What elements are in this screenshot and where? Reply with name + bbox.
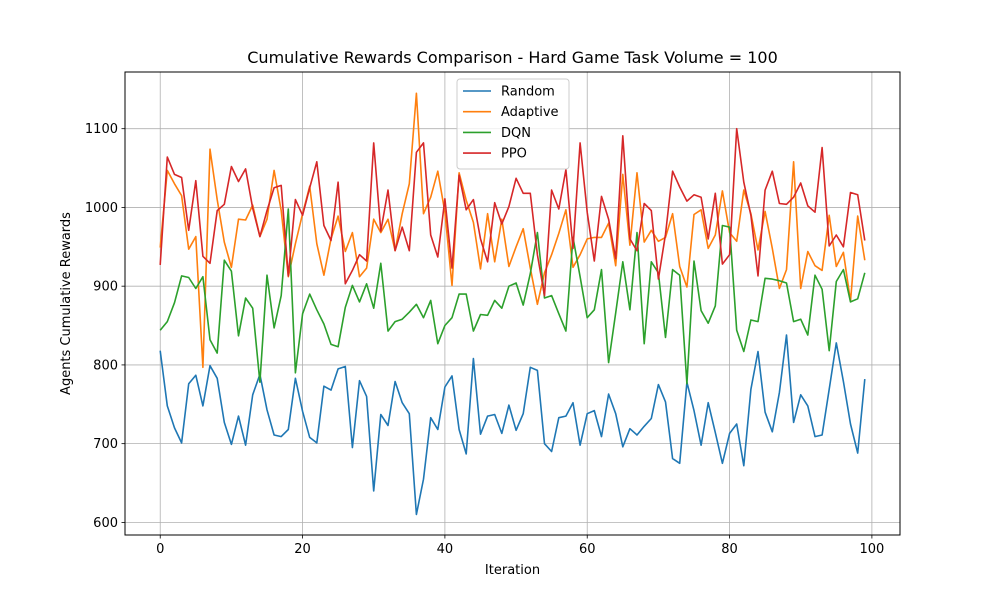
x-axis-label: Iteration (485, 563, 540, 578)
legend-label-dqn: DQN (501, 126, 531, 141)
y-tick-label: 900 (93, 280, 118, 295)
legend-label-random: Random (501, 85, 555, 100)
y-tick-label: 600 (93, 516, 118, 531)
plot-frame (124, 71, 901, 536)
x-tick-label: 20 (294, 542, 311, 557)
series-line-ppo (159, 127, 866, 297)
y-tick-label: 700 (93, 437, 118, 452)
y-tick-label: 1000 (85, 201, 118, 216)
y-tick-label: 1100 (85, 122, 118, 137)
series-lines (159, 92, 866, 516)
series-line-random (159, 334, 866, 516)
legend: Random Adaptive DQN PPO (456, 78, 570, 170)
x-tick-label: 40 (437, 542, 454, 557)
legend-label-adaptive: Adaptive (501, 105, 559, 120)
legend-label-ppo: PPO (501, 147, 527, 162)
series-line-dqn (159, 208, 866, 385)
y-tick-label: 800 (93, 358, 118, 373)
x-tick-label: 80 (721, 542, 738, 557)
x-tick-label: 0 (156, 542, 164, 557)
x-tick-label: 100 (859, 542, 884, 557)
legend-box (456, 78, 570, 170)
x-tick-label: 60 (579, 542, 596, 557)
y-axis-label: Agents Cumulative Rewards (59, 212, 74, 395)
chart-title: Cumulative Rewards Comparison - Hard Gam… (247, 48, 778, 67)
grid (125, 72, 900, 535)
axis-ticks: 0 20 40 60 80 100 600 700 800 900 1000 1100 (85, 122, 884, 557)
